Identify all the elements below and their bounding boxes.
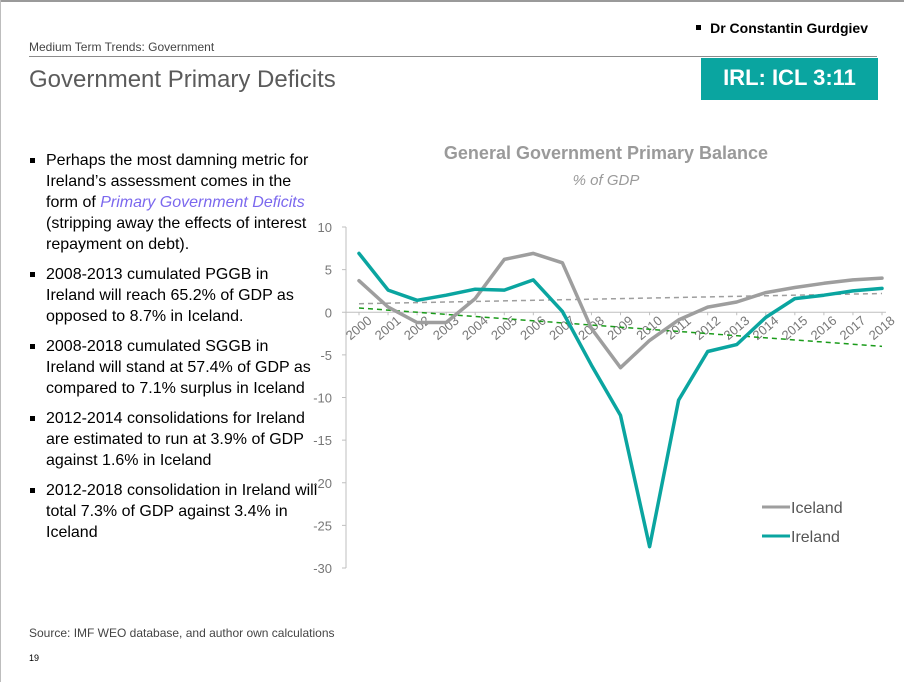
y-tick-label: -10 [313,391,332,406]
bullet-item: 2012-2014 consolidations for Ireland are… [30,408,320,471]
trendline-iceland [358,292,883,305]
x-tick-label: 2017 [837,313,869,343]
legend-label-ireland: Ireland [791,529,840,546]
y-tick-label: -30 [313,561,332,576]
header-divider [29,56,877,57]
series-line-iceland [357,251,884,370]
y-tick-label: -25 [313,518,332,533]
x-tick-label: 2001 [372,313,404,343]
y-tick-label: -15 [313,433,332,448]
y-tick-label: -5 [320,348,332,363]
section-label: Medium Term Trends: Government [29,40,215,54]
x-tick-label: 2013 [721,313,753,343]
series-line-ireland [357,251,884,549]
top-border [0,0,904,2]
x-tick-label: 2005 [488,313,520,343]
x-tick-label: 2000 [343,313,375,343]
source-note: Source: IMF WEO database, and author own… [29,626,335,640]
comparison-badge: IRL: ICL 3:11 [701,58,878,100]
author-line: Dr Constantin Gurdgiev [696,20,868,36]
bullet-item: 2008-2013 cumulated PGGB in Ireland will… [30,264,320,327]
chart-title: General Government Primary Balance [444,143,768,163]
bullet-list: Perhaps the most damning metric for Irel… [30,150,320,552]
bullet-item: 2008-2018 cumulated SGGB in Ireland will… [30,336,320,399]
y-tick-label: 10 [318,220,332,235]
x-tick-label: 2006 [517,313,549,343]
page-title: Government Primary Deficits [29,66,336,93]
left-border [0,0,1,682]
trendline-ireland [358,307,883,348]
x-tick-label: 2012 [691,313,723,343]
y-tick-label: 5 [325,263,332,278]
y-tick-label: -20 [313,476,332,491]
legend-label-iceland: Iceland [791,500,843,517]
y-tick-label: 0 [325,305,332,320]
highlight-term: Primary Government Deficits [100,194,305,211]
bullet-item: 2012-2018 consolidation in Ireland will … [30,480,320,543]
page-number: 19 [29,653,40,663]
bullet-item: Perhaps the most damning metric for Irel… [30,150,320,255]
x-tick-label: 2003 [430,313,462,343]
x-tick-label: 2016 [808,313,840,343]
bullet-square-icon [696,24,702,30]
x-tick-label: 2018 [866,313,898,343]
chart-subtitle: % of GDP [573,172,640,189]
author-name: Dr Constantin Gurdgiev [710,20,868,36]
